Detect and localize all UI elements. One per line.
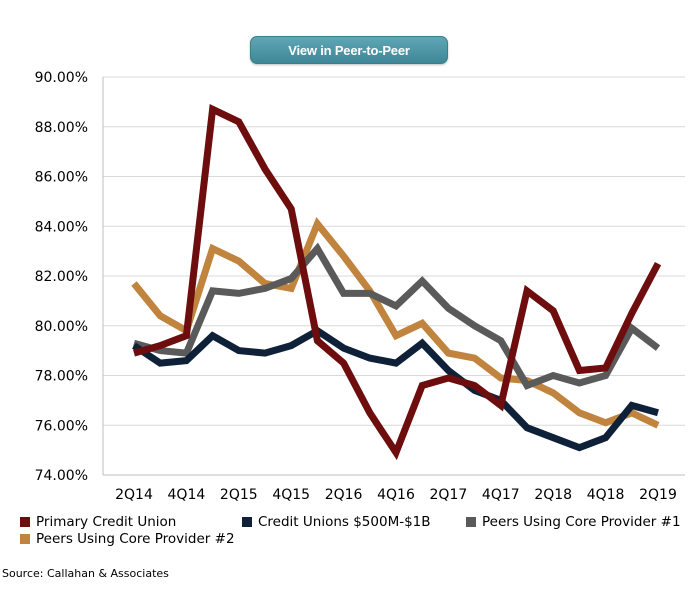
x-tick-label: 2Q19 [639, 487, 677, 503]
series-line-peers-using-core-provider-2[interactable] [131, 216, 660, 429]
legend-item-primary-credit-union[interactable]: Primary Credit Union [20, 514, 176, 530]
legend-item-credit-unions-500m-1b[interactable]: Credit Unions $500M-$1B [242, 514, 431, 530]
series-lines [131, 104, 662, 461]
y-tick-label: 80.00% [35, 319, 88, 335]
y-tick-label: 88.00% [35, 120, 88, 136]
x-tick-label: 2Q15 [220, 487, 258, 503]
x-tick-label: 4Q16 [377, 487, 415, 503]
legend-item-peers-core-provider-1[interactable]: Peers Using Core Provider #1 [466, 514, 681, 530]
x-tick-label: 4Q15 [272, 487, 310, 503]
series-line-primary-credit-union[interactable] [133, 104, 662, 461]
x-tick-label: 4Q17 [482, 487, 520, 503]
y-tick-label: 90.00% [35, 70, 88, 86]
x-tick-label: 4Q18 [587, 487, 625, 503]
legend-swatch [20, 534, 30, 544]
y-tick-label: 86.00% [35, 170, 88, 186]
y-tick-label: 78.00% [35, 369, 88, 385]
x-tick-label: 4Q14 [168, 487, 206, 503]
x-tick-label: 2Q16 [325, 487, 363, 503]
legend-item-peers-core-provider-2[interactable]: Peers Using Core Provider #2 [20, 531, 235, 547]
x-tick-label: 2Q18 [534, 487, 572, 503]
view-in-peer-to-peer-button[interactable]: View in Peer-to-Peer [250, 36, 448, 64]
legend-label: Peers Using Core Provider #2 [36, 531, 235, 547]
y-tick-label: 84.00% [35, 219, 88, 235]
legend-swatch [466, 517, 476, 527]
line-chart: 74.00% 76.00% 78.00% 80.00% 82.00% 84.00% 86.0… [35, 70, 685, 503]
y-tick-label: 82.00% [35, 269, 88, 285]
legend-label: Primary Credit Union [36, 514, 177, 530]
x-axis-ticks: 2Q14 4Q14 2Q15 4Q15 2Q16 4Q16 2Q17 4Q17 2Q18 4Q18… [115, 487, 677, 503]
legend-swatch [20, 517, 30, 527]
y-tick-label: 74.00% [35, 468, 88, 484]
legend: Primary Credit Union Credit Unions $500M… [20, 514, 700, 548]
x-tick-label: 2Q17 [430, 487, 468, 503]
source-note: Source: Callahan & Associates [2, 567, 169, 580]
legend-label: Credit Unions $500M-$1B [258, 514, 431, 530]
series-line-peers-using-core-provider-1[interactable] [133, 242, 661, 390]
y-axis-ticks: 74.00% 76.00% 78.00% 80.00% 82.00% 84.00% 86.0… [35, 70, 88, 484]
legend-label: Peers Using Core Provider #1 [482, 514, 681, 530]
y-tick-label: 76.00% [35, 418, 88, 434]
x-tick-label: 2Q14 [115, 487, 153, 503]
legend-swatch [242, 517, 252, 527]
series-line-credit-unions-500m-1b[interactable] [132, 326, 659, 452]
